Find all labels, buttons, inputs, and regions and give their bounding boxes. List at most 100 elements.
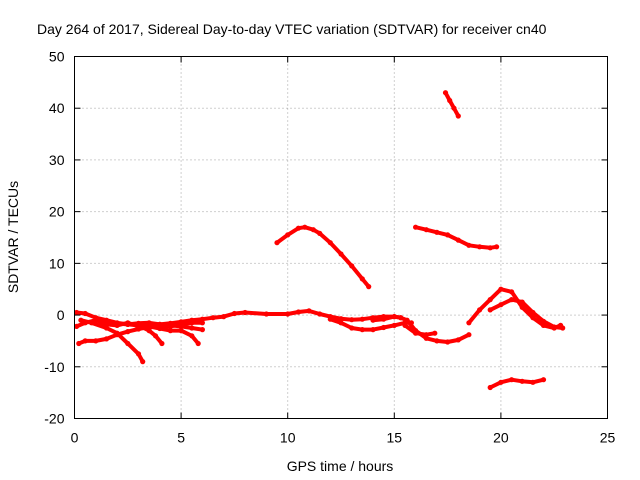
data-point <box>442 90 449 96</box>
data-point <box>82 310 88 317</box>
data-point <box>146 320 152 326</box>
data-point <box>530 379 536 385</box>
data-point <box>487 384 493 391</box>
data-point <box>103 336 110 342</box>
data-point <box>125 329 131 335</box>
data-point <box>498 302 504 308</box>
data-point <box>487 297 493 303</box>
data-point <box>540 377 547 383</box>
series-arc-7 <box>274 224 372 290</box>
data-point <box>146 323 152 329</box>
data-point <box>455 113 461 119</box>
data-point <box>494 244 500 250</box>
y-tick-label: 20 <box>49 204 65 220</box>
data-point <box>178 328 184 334</box>
grid <box>74 56 608 419</box>
data-point <box>349 325 355 331</box>
series-line <box>488 377 546 390</box>
data-point <box>295 225 301 231</box>
data-point <box>445 232 451 238</box>
series-arc-5 <box>103 320 201 347</box>
chart-title: Day 264 of 2017, Sidereal Day-to-day VTE… <box>37 21 547 37</box>
data-point <box>391 322 397 328</box>
data-point <box>93 338 99 344</box>
data-point <box>404 317 410 323</box>
data-point <box>359 327 365 333</box>
series-line <box>443 90 461 118</box>
data-point <box>189 325 195 331</box>
data-point <box>167 328 173 334</box>
x-tick-label: 10 <box>280 430 296 446</box>
series-line <box>371 314 471 344</box>
series-line <box>136 323 164 346</box>
data-point <box>317 311 323 317</box>
data-point <box>78 317 84 323</box>
series-arc-15 <box>487 377 547 391</box>
y-tick-label: 30 <box>49 152 65 168</box>
data-point <box>423 227 429 233</box>
data-point <box>349 317 355 323</box>
y-axis-title: SDTVAR / TECUs <box>5 181 21 293</box>
data-point <box>285 311 291 317</box>
data-point <box>402 322 408 328</box>
data-point <box>89 320 95 326</box>
data-point <box>366 284 372 290</box>
plot-area <box>74 90 566 391</box>
y-tick-label: 40 <box>49 100 65 116</box>
data-point <box>530 315 536 321</box>
data-point <box>135 351 142 357</box>
data-point <box>560 325 566 331</box>
data-point <box>199 316 205 322</box>
data-point <box>423 332 429 338</box>
data-point <box>455 337 461 343</box>
data-point <box>199 320 205 326</box>
data-point <box>466 242 472 248</box>
data-point <box>498 286 504 292</box>
data-point <box>338 316 344 322</box>
data-point <box>434 338 440 344</box>
data-point <box>509 377 515 383</box>
data-point <box>146 328 152 334</box>
data-point <box>93 317 99 323</box>
y-tick-label: -20 <box>44 411 64 427</box>
data-point <box>466 320 472 326</box>
data-point <box>302 224 308 230</box>
data-point <box>413 330 419 336</box>
data-point <box>135 322 142 328</box>
data-point <box>381 316 387 322</box>
data-point <box>370 317 376 323</box>
y-tick-label: 10 <box>49 255 65 271</box>
x-tick-label: 20 <box>493 430 509 446</box>
data-point <box>519 299 525 305</box>
series-arc-6 <box>135 322 165 347</box>
data-point <box>432 330 438 336</box>
data-point <box>157 325 163 332</box>
data-point <box>274 240 280 246</box>
data-point <box>327 316 333 322</box>
data-point <box>477 244 483 250</box>
data-point <box>114 330 120 336</box>
data-point <box>159 340 165 347</box>
y-tick-label: 0 <box>57 307 65 323</box>
data-point <box>359 276 365 282</box>
data-point <box>451 105 457 111</box>
data-point <box>338 320 344 326</box>
data-point <box>189 320 195 326</box>
data-point <box>178 321 184 327</box>
x-axis-title: GPS time / hours <box>287 458 394 474</box>
data-point <box>413 224 419 230</box>
data-point <box>359 316 365 322</box>
series-arc-4 <box>78 317 146 365</box>
series-line <box>403 323 437 337</box>
data-point <box>455 237 461 243</box>
y-tick-label: 50 <box>49 49 65 65</box>
series-arc-12 <box>487 297 566 331</box>
data-point <box>349 263 355 269</box>
data-point <box>445 339 451 345</box>
data-point <box>74 323 80 329</box>
data-point <box>540 318 547 324</box>
data-point <box>338 251 344 257</box>
data-point <box>167 323 173 329</box>
data-point <box>391 314 397 320</box>
